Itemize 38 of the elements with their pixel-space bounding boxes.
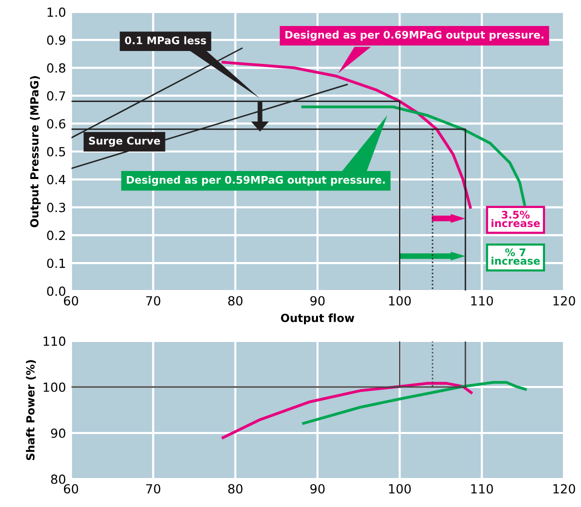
x-tick-label: 70 xyxy=(146,296,160,306)
x-tick-label: 120 xyxy=(553,296,576,306)
annotation: Designed as per 0.69MPaG output pressure. xyxy=(285,30,544,41)
x-tick-label: 80 xyxy=(228,484,242,494)
annotation: % 7 increase xyxy=(492,248,540,265)
y-axis-title: Shaft Power (%) xyxy=(26,360,36,460)
x-tick-label: 60 xyxy=(64,484,78,494)
y-axis-title: Output Pressure (MPaG) xyxy=(30,76,41,228)
annotation: Surge Curve xyxy=(89,136,160,147)
x-tick-label: 90 xyxy=(310,296,325,306)
y-tick-label: 0.9 xyxy=(47,35,66,45)
x-tick-label: 70 xyxy=(146,484,160,494)
x-tick-label: 60 xyxy=(64,296,78,306)
x-tick-label: 120 xyxy=(553,484,576,494)
y-tick-label: 0.5 xyxy=(47,146,66,156)
x-tick-label: 110 xyxy=(471,484,493,494)
x-tick-label: 90 xyxy=(310,484,325,494)
x-tick-label: 100 xyxy=(389,296,411,306)
y-tick-label: 0.6 xyxy=(47,119,66,129)
y-tick-label: 0.8 xyxy=(47,63,66,73)
annotation: 3.5% increase xyxy=(492,210,540,228)
y-tick-label: 80 xyxy=(51,474,66,484)
x-axis-title: Output flow xyxy=(280,314,354,324)
y-tick-label: 100 xyxy=(44,382,66,392)
y-tick-label: 0.4 xyxy=(47,174,66,184)
y-tick-label: 0.1 xyxy=(47,258,65,268)
y-tick-label: 110 xyxy=(44,336,66,346)
x-tick-label: 110 xyxy=(471,296,493,306)
annotation: 0.1 MPaG less xyxy=(124,36,206,44)
y-tick-label: 90 xyxy=(51,428,66,438)
y-tick-label: 0.7 xyxy=(47,91,66,101)
y-tick-label: 0.2 xyxy=(47,230,65,240)
y-tick-label: 1.0 xyxy=(48,7,66,17)
y-tick-label: 0.0 xyxy=(47,286,66,296)
x-tick-label: 100 xyxy=(389,484,411,494)
annotation: Designed as per 0.59MPaG output pressure. xyxy=(126,176,385,186)
x-tick-label: 80 xyxy=(228,296,242,306)
y-tick-label: 0.3 xyxy=(47,202,66,212)
